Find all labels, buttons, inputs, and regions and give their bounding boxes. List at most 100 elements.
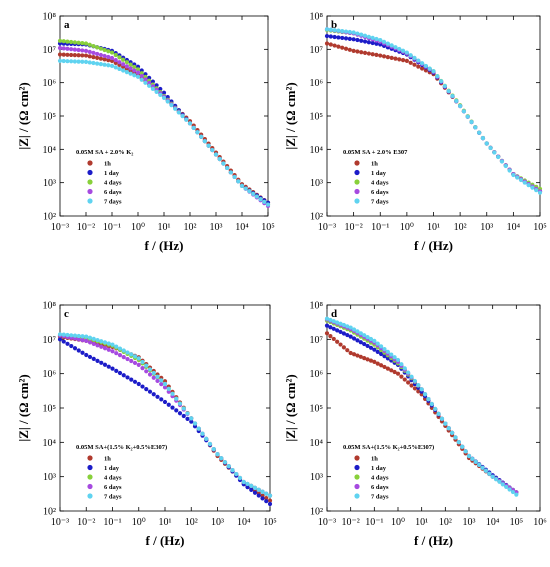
data-point (106, 63, 111, 68)
data-point (436, 411, 441, 416)
data-point (358, 331, 363, 336)
data-point (365, 343, 370, 349)
data-point (61, 52, 66, 57)
data-point (99, 339, 104, 344)
x-tick-label: 10⁻² (77, 222, 95, 233)
data-point (245, 481, 250, 487)
data-point (195, 130, 200, 135)
data-point (125, 375, 130, 380)
y-tick-label: 10⁶ (43, 369, 57, 380)
data-point (147, 372, 153, 377)
data-point (173, 106, 178, 111)
legend-marker (354, 188, 360, 195)
data-point (132, 64, 137, 70)
data-point (189, 419, 194, 424)
data-point (389, 43, 394, 48)
x-tick-label: 10¹ (158, 222, 171, 233)
data-point (400, 48, 406, 53)
data-point (382, 364, 387, 370)
legend-entry: 4 days (104, 180, 122, 187)
x-axis-label: f / (Hz) (146, 533, 185, 548)
legend-marker (87, 188, 93, 195)
y-tick-label: 10⁵ (43, 112, 57, 123)
data-point (365, 357, 370, 362)
x-tick-label: 10¹ (415, 517, 428, 528)
x-tick-label: 10¹ (159, 517, 172, 528)
data-point (422, 392, 428, 397)
data-point (184, 117, 189, 122)
data-point (166, 402, 171, 407)
legend: 0.05M SA+(1.5% K₂+0.5%E307) 1h 1 day 4 days… (72, 439, 167, 505)
data-point (458, 103, 463, 109)
data-point (378, 53, 383, 58)
y-tick-label: 10⁸ (310, 301, 324, 312)
legend-marker (354, 179, 360, 185)
x-tick-label: 10⁻³ (318, 517, 336, 528)
x-tick-label: 10³ (463, 517, 476, 528)
data-point (395, 371, 401, 376)
panel-letter: a (64, 19, 70, 31)
data-point (338, 329, 343, 335)
data-point (375, 341, 380, 346)
data-point (61, 58, 66, 64)
data-point (102, 346, 108, 351)
data-point (80, 48, 85, 53)
data-point (264, 496, 269, 501)
data-point (262, 199, 267, 205)
legend-entry: 6 days (104, 484, 122, 491)
x-tick-label: 10⁻¹ (103, 222, 121, 233)
legend-marker (354, 464, 360, 471)
panel-letter: c (64, 308, 69, 320)
data-point (72, 40, 77, 45)
data-point (91, 54, 96, 60)
data-point (110, 366, 115, 371)
x-tick-label: 10⁵ (510, 517, 524, 528)
data-point (382, 354, 387, 359)
data-point (117, 346, 123, 351)
data-point (87, 340, 93, 345)
legend: 0.05M SA + 2.0% K₂ 1h 1 day 4 days 6 days 7 d… (72, 144, 164, 210)
data-point (84, 352, 89, 358)
data-point (61, 332, 66, 337)
data-point (80, 350, 85, 355)
data-point (114, 351, 119, 356)
data-point (385, 356, 390, 361)
data-point (460, 444, 465, 449)
data-point (189, 416, 194, 421)
legend-box (72, 144, 164, 210)
series-7-days (324, 27, 543, 195)
data-point (393, 56, 398, 61)
data-point (91, 356, 96, 361)
data-point (69, 47, 74, 52)
data-point (341, 345, 347, 350)
legend-entry: 4 days (371, 180, 389, 187)
data-point (496, 154, 501, 160)
data-point (69, 52, 74, 58)
data-point (72, 53, 77, 58)
panel-c: 10⁻³ 10⁻² 10⁻¹ 10⁰ 10¹ 10² 10³ 10⁴ 10⁵ 10² 10³ 10⁴ 1… (16, 301, 277, 549)
data-point (69, 39, 74, 45)
data-point (419, 66, 425, 71)
data-point (252, 485, 258, 490)
data-point (328, 27, 333, 32)
data-point (426, 397, 431, 402)
data-point (83, 59, 89, 64)
data-point (80, 59, 85, 64)
data-point (340, 35, 345, 41)
legend-marker (354, 169, 360, 176)
data-point (95, 45, 100, 50)
data-point (109, 55, 115, 61)
data-point (158, 92, 163, 97)
data-point (381, 54, 387, 59)
x-tick-label: 10⁻¹ (371, 222, 389, 233)
data-point (147, 75, 152, 80)
data-point (469, 119, 474, 125)
y-axis-label: |Z| / (Ω cm²) (16, 82, 31, 149)
data-point (366, 34, 371, 39)
data-point (446, 426, 451, 431)
data-point (397, 46, 402, 52)
data-point (65, 39, 70, 44)
data-point (338, 321, 343, 326)
data-point (399, 362, 404, 367)
data-point (76, 333, 81, 339)
